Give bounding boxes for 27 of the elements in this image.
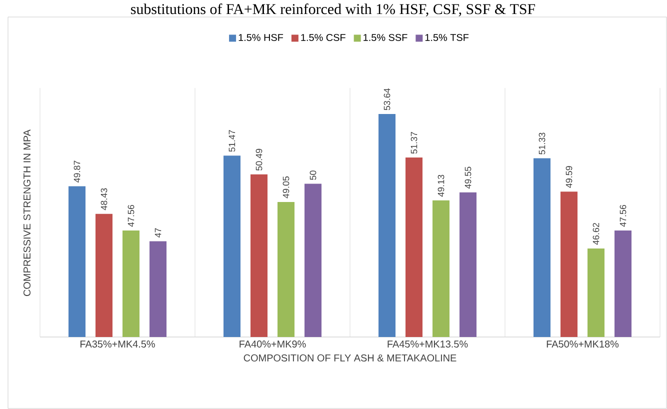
legend-label: 1.5% HSF [238,34,284,42]
chart-title: substitutions of FA+MK reinforced with 1% HSF, CSF, SSF & TSF [131,4,536,16]
data-label: 50.49 [256,148,262,170]
data-label: 51.33 [538,132,546,154]
data-label: 48.43 [100,188,108,210]
data-label: 53.64 [384,88,390,110]
legend-label: 1.5% CSF [301,34,346,42]
data-label: 51.37 [410,132,418,154]
data-label: 51.47 [228,130,236,152]
data-label: 47.56 [620,204,626,227]
data-label: 47 [154,228,162,238]
data-label: 50 [310,170,316,180]
data-label: 49.59 [566,166,572,188]
legend-label: 1.5% SSF [364,34,408,42]
data-label: 49.13 [438,174,444,197]
legend-label: 1.5% TSF [425,34,469,42]
x-tick-label: FA50%+MK18% [546,340,619,348]
data-label: 47.56 [128,204,134,227]
x-tick-label: FA45%+MK13.5% [388,340,468,348]
x-axis-title: COMPOSITION OF FLY ASH & METAKAOLINE [244,354,456,362]
y-axis-title: COMPRESSIVE STRENGTH IN MPA [23,130,31,296]
data-label: 49.55 [464,166,472,189]
x-tick-label: FA35%+MK4.5% [80,340,155,348]
data-label: 46.62 [592,223,600,245]
data-label: 49.87 [74,160,80,183]
x-tick-label: FA40%+MK9% [240,340,306,348]
data-label: 49.05 [282,176,290,198]
